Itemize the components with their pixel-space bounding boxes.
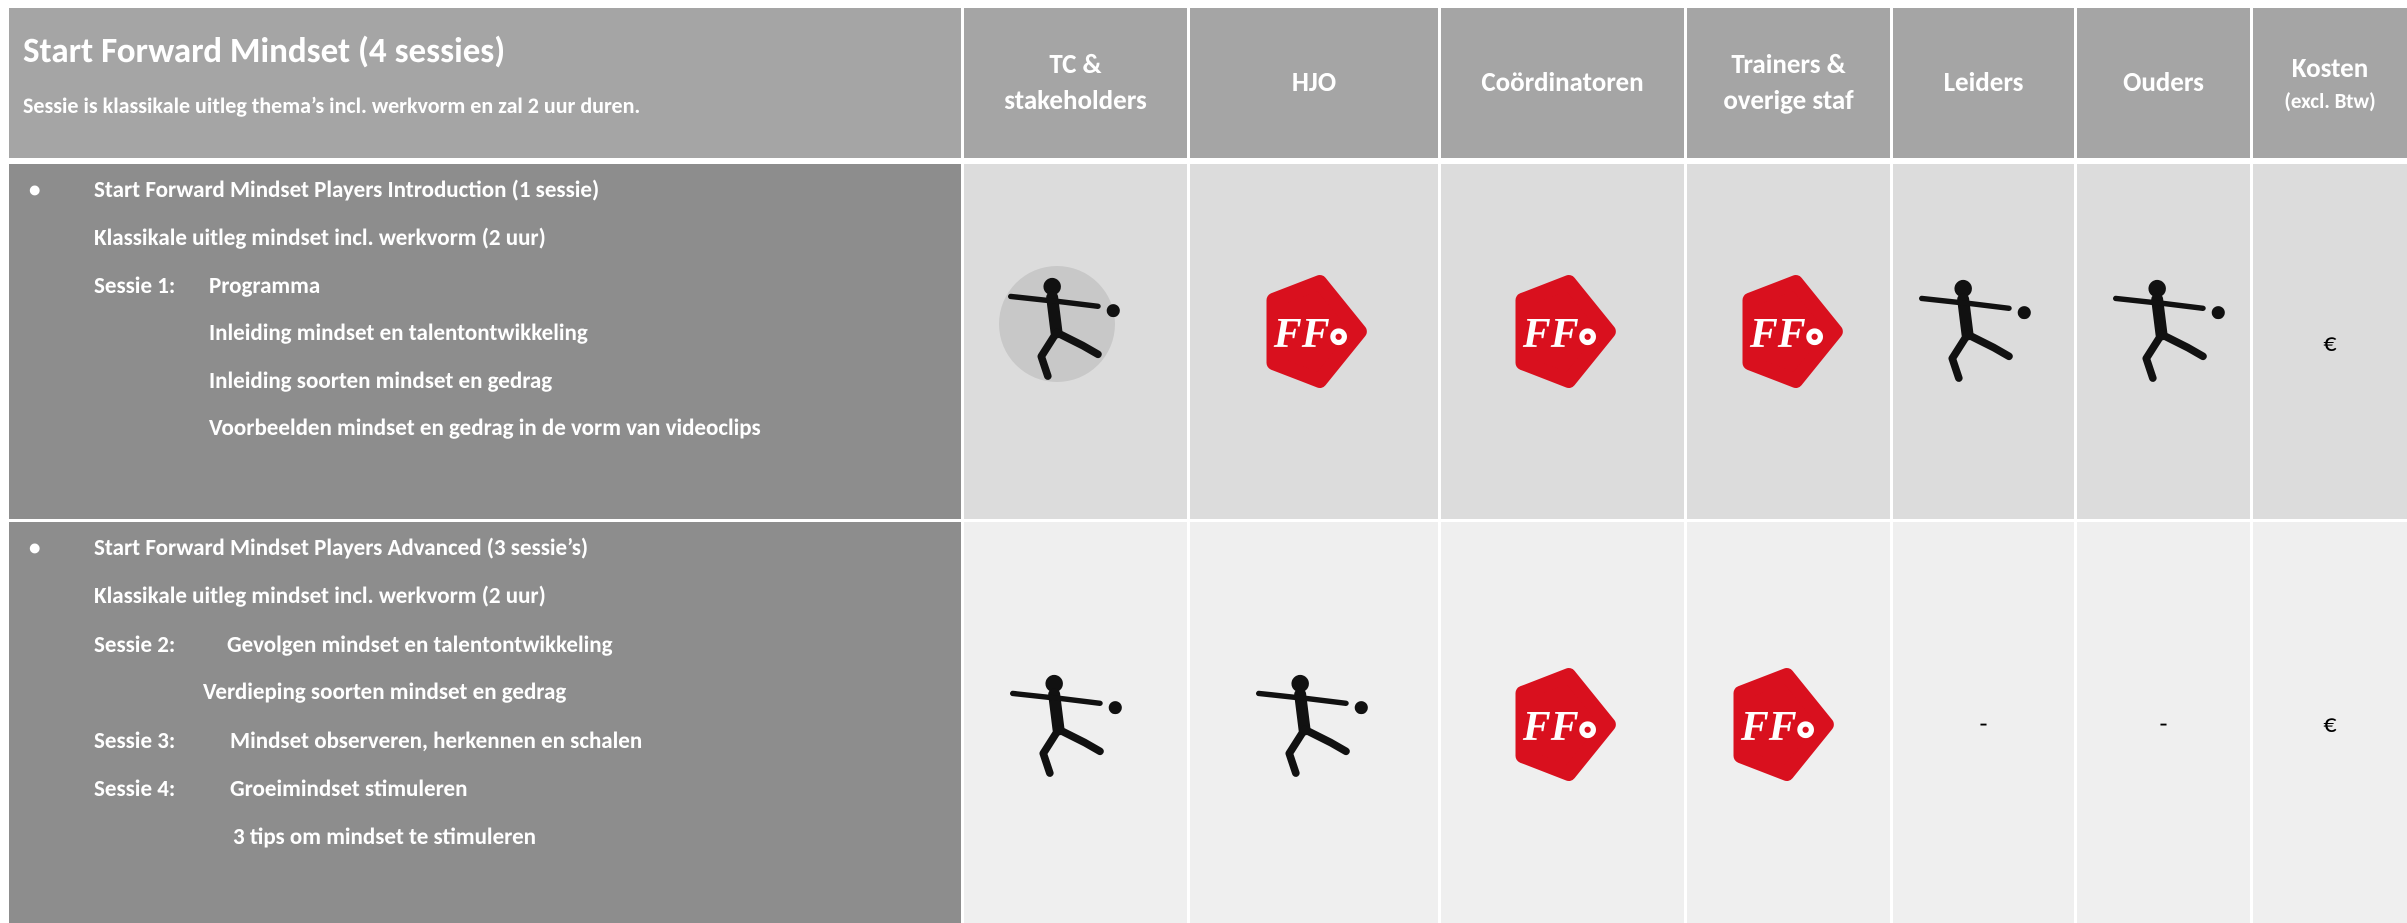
subtitle: Sessie is klassikale uitleg thema’s incl… [23, 92, 641, 119]
player-icon [1230, 664, 1390, 784]
dash: - [2159, 706, 2168, 739]
column-header-line: (excl. Btw) [2284, 88, 2376, 114]
cell [1441, 522, 1684, 923]
column-header-line: HJO [1291, 66, 1337, 99]
column-header: Coördinatoren [1441, 8, 1684, 158]
line: 3 tips om mindset te stimuleren [233, 823, 536, 851]
column-header: Trainers & overige staf [1687, 8, 1890, 158]
cell [1190, 522, 1438, 923]
cell: - [2077, 522, 2250, 923]
column-header: HJO [1190, 8, 1438, 158]
cell [1687, 522, 1890, 923]
player-icon [1893, 269, 2053, 389]
cell [964, 522, 1187, 923]
session-label: Sessie 3: [94, 727, 176, 755]
cell [1893, 164, 2074, 519]
column-header-line: Trainers & [1731, 48, 1846, 81]
row-description: • Start Forward Mindset Players Introduc… [9, 164, 961, 519]
line: Start Forward Mindset Players Advanced (… [94, 534, 589, 562]
column-header: Ouders [2077, 8, 2250, 158]
cell [2077, 164, 2250, 519]
ff-logo [1504, 667, 1619, 782]
bullet: • [29, 534, 41, 562]
bullet: • [29, 176, 41, 204]
ff-logo [1731, 274, 1846, 389]
cost-cell: € [2253, 522, 2407, 923]
column-header-line: overige staf [1723, 84, 1854, 117]
session-label: Sessie 4: [94, 775, 176, 803]
cell [1190, 164, 1438, 519]
cost-cell: € [2253, 164, 2407, 519]
player-icon [984, 664, 1144, 784]
line: Inleiding mindset en talentontwikkeling [209, 319, 588, 347]
line: Verdieping soorten mindset en gedrag [203, 678, 567, 706]
cost: € [2323, 706, 2337, 739]
column-header-line: TC & [1049, 48, 1102, 81]
column-header: Leiders [1893, 8, 2074, 158]
line: Gevolgen mindset en talentontwikkeling [227, 631, 613, 659]
column-header-line: Ouders [2123, 66, 2204, 99]
column-header-line: Coördinatoren [1481, 66, 1644, 99]
ff-logo [1504, 274, 1619, 389]
column-header-line: Leiders [1943, 66, 2024, 99]
column-header: Kosten (excl. Btw) [2253, 8, 2407, 158]
cost: € [2323, 325, 2337, 358]
column-header-line: stakeholders [1004, 84, 1147, 117]
player-icon [999, 266, 1152, 412]
cell: - [1893, 522, 2074, 923]
ff-logo [1255, 274, 1370, 389]
line: Groeimindset stimuleren [230, 775, 468, 803]
session-label: Sessie 2: [94, 631, 176, 659]
cell [1687, 164, 1890, 519]
header-title-cell: Start Forward Mindset (4 sessies) Sessie… [9, 8, 961, 158]
line: Klassikale uitleg mindset incl. werkvorm… [94, 224, 546, 252]
ff-logo [1722, 667, 1837, 782]
line: Inleiding soorten mindset en gedrag [209, 367, 553, 395]
cell [964, 164, 1187, 519]
line: Start Forward Mindset Players Introducti… [94, 176, 600, 204]
player-icon [2087, 269, 2247, 389]
line: Klassikale uitleg mindset incl. werkvorm… [94, 582, 546, 610]
line: Voorbeelden mindset en gedrag in de vorm… [209, 414, 761, 442]
row-description: • Start Forward Mindset Players Advanced… [9, 522, 961, 923]
cell [1441, 164, 1684, 519]
title: Start Forward Mindset (4 sessies) [23, 30, 506, 72]
session-label: Sessie 1: [94, 272, 176, 300]
column-header-line: Kosten [2291, 52, 2369, 85]
line: Programma [209, 272, 321, 300]
column-header: TC & stakeholders [964, 8, 1187, 158]
line: Mindset observeren, herkennen en schalen [230, 727, 643, 755]
dash: - [1979, 706, 1988, 739]
